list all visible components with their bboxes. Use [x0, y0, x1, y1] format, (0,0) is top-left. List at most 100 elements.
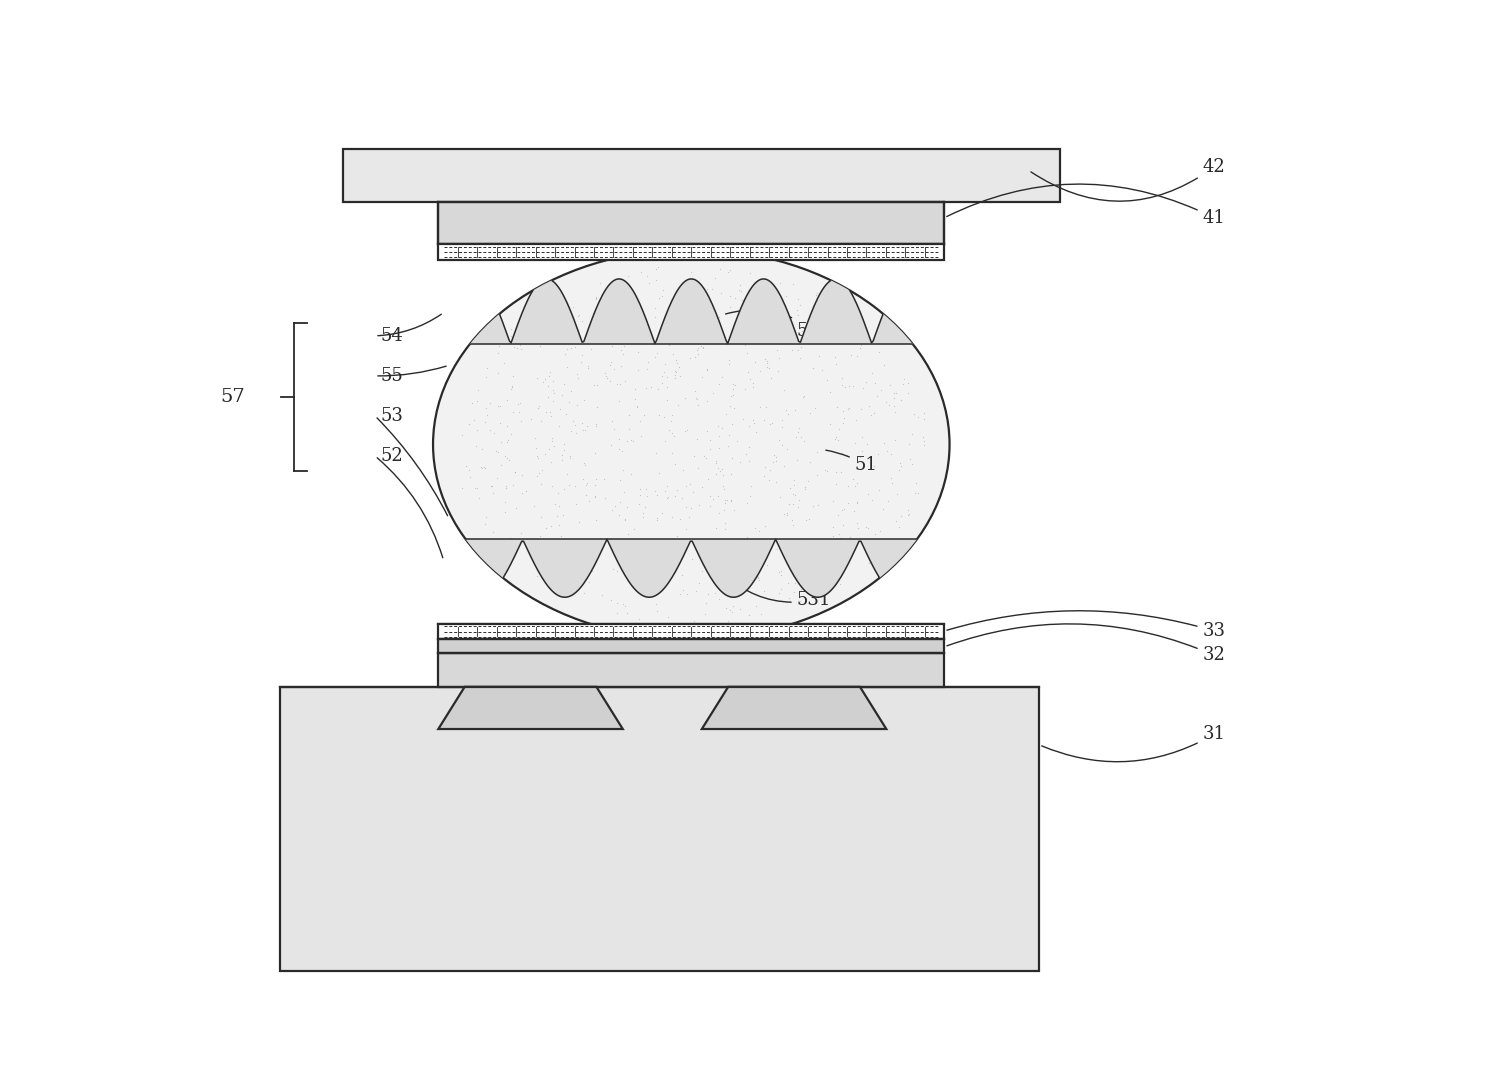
Point: [503, 464, 527, 481]
Point: [530, 475, 554, 492]
Point: [695, 450, 719, 467]
Point: [632, 407, 656, 424]
Point: [473, 460, 497, 477]
Point: [790, 323, 814, 340]
Point: [768, 584, 792, 601]
Point: [690, 478, 714, 496]
Point: [716, 264, 740, 281]
Point: [786, 290, 809, 308]
Point: [635, 561, 659, 578]
Point: [552, 441, 576, 458]
Point: [484, 443, 507, 460]
Point: [728, 531, 751, 548]
Point: [692, 447, 716, 465]
Point: [863, 525, 887, 543]
Point: [600, 502, 623, 519]
Point: [701, 309, 725, 326]
Point: [738, 371, 762, 388]
Point: [525, 543, 549, 560]
Point: [829, 535, 853, 552]
Point: [561, 299, 585, 316]
Point: [744, 519, 768, 536]
Point: [674, 477, 698, 494]
Point: [625, 557, 649, 575]
Point: [600, 294, 623, 311]
Point: [716, 437, 740, 454]
Point: [713, 501, 737, 518]
Point: [564, 417, 588, 434]
Point: [781, 517, 805, 534]
Point: [527, 465, 551, 482]
Point: [781, 496, 805, 513]
Point: [753, 582, 777, 599]
Point: [501, 367, 525, 384]
Point: [667, 396, 690, 413]
Point: [723, 537, 747, 554]
Point: [777, 588, 801, 606]
Point: [747, 568, 771, 585]
Point: [525, 468, 549, 485]
Point: [557, 300, 580, 317]
Point: [594, 364, 618, 381]
Point: [817, 562, 841, 579]
Point: [665, 545, 689, 562]
Point: [768, 431, 792, 449]
Point: [789, 316, 812, 333]
Point: [784, 428, 808, 445]
Point: [866, 445, 890, 462]
Point: [606, 604, 629, 622]
Point: [493, 355, 516, 372]
Point: [570, 312, 594, 329]
Point: [722, 327, 745, 344]
Point: [701, 490, 725, 507]
Point: [888, 458, 912, 475]
Point: [710, 420, 734, 437]
Point: [676, 320, 699, 337]
Point: [540, 433, 564, 450]
Point: [754, 398, 778, 415]
Point: [729, 282, 753, 299]
Point: [793, 478, 817, 496]
Point: [496, 431, 519, 449]
Point: [741, 378, 765, 395]
Point: [854, 327, 878, 344]
Point: [498, 320, 522, 337]
Point: [673, 299, 696, 316]
Point: [890, 507, 914, 524]
Point: [780, 324, 804, 341]
Point: [655, 614, 679, 631]
Point: [543, 496, 567, 513]
Point: [551, 451, 574, 468]
Point: [650, 368, 674, 386]
Point: [668, 586, 692, 603]
Point: [510, 484, 534, 501]
Point: [568, 543, 592, 560]
Point: [766, 326, 790, 343]
Point: [897, 435, 921, 452]
Point: [748, 606, 772, 623]
Point: [656, 489, 680, 506]
Point: [549, 528, 573, 545]
Point: [473, 515, 497, 532]
Point: [753, 458, 777, 475]
Point: [769, 563, 793, 580]
Point: [494, 535, 518, 552]
Point: [622, 520, 646, 537]
Point: [632, 499, 656, 516]
Point: [548, 533, 571, 550]
Point: [628, 481, 652, 498]
Point: [493, 493, 516, 511]
Point: [698, 431, 722, 449]
Point: [494, 477, 518, 494]
Point: [875, 442, 899, 459]
Point: [640, 379, 664, 396]
Point: [827, 556, 851, 574]
Point: [844, 435, 868, 452]
Point: [716, 492, 740, 509]
Point: [546, 538, 570, 555]
Point: [884, 384, 908, 402]
Point: [640, 580, 664, 597]
Point: [851, 332, 875, 349]
Point: [780, 512, 804, 529]
Point: [695, 360, 719, 377]
